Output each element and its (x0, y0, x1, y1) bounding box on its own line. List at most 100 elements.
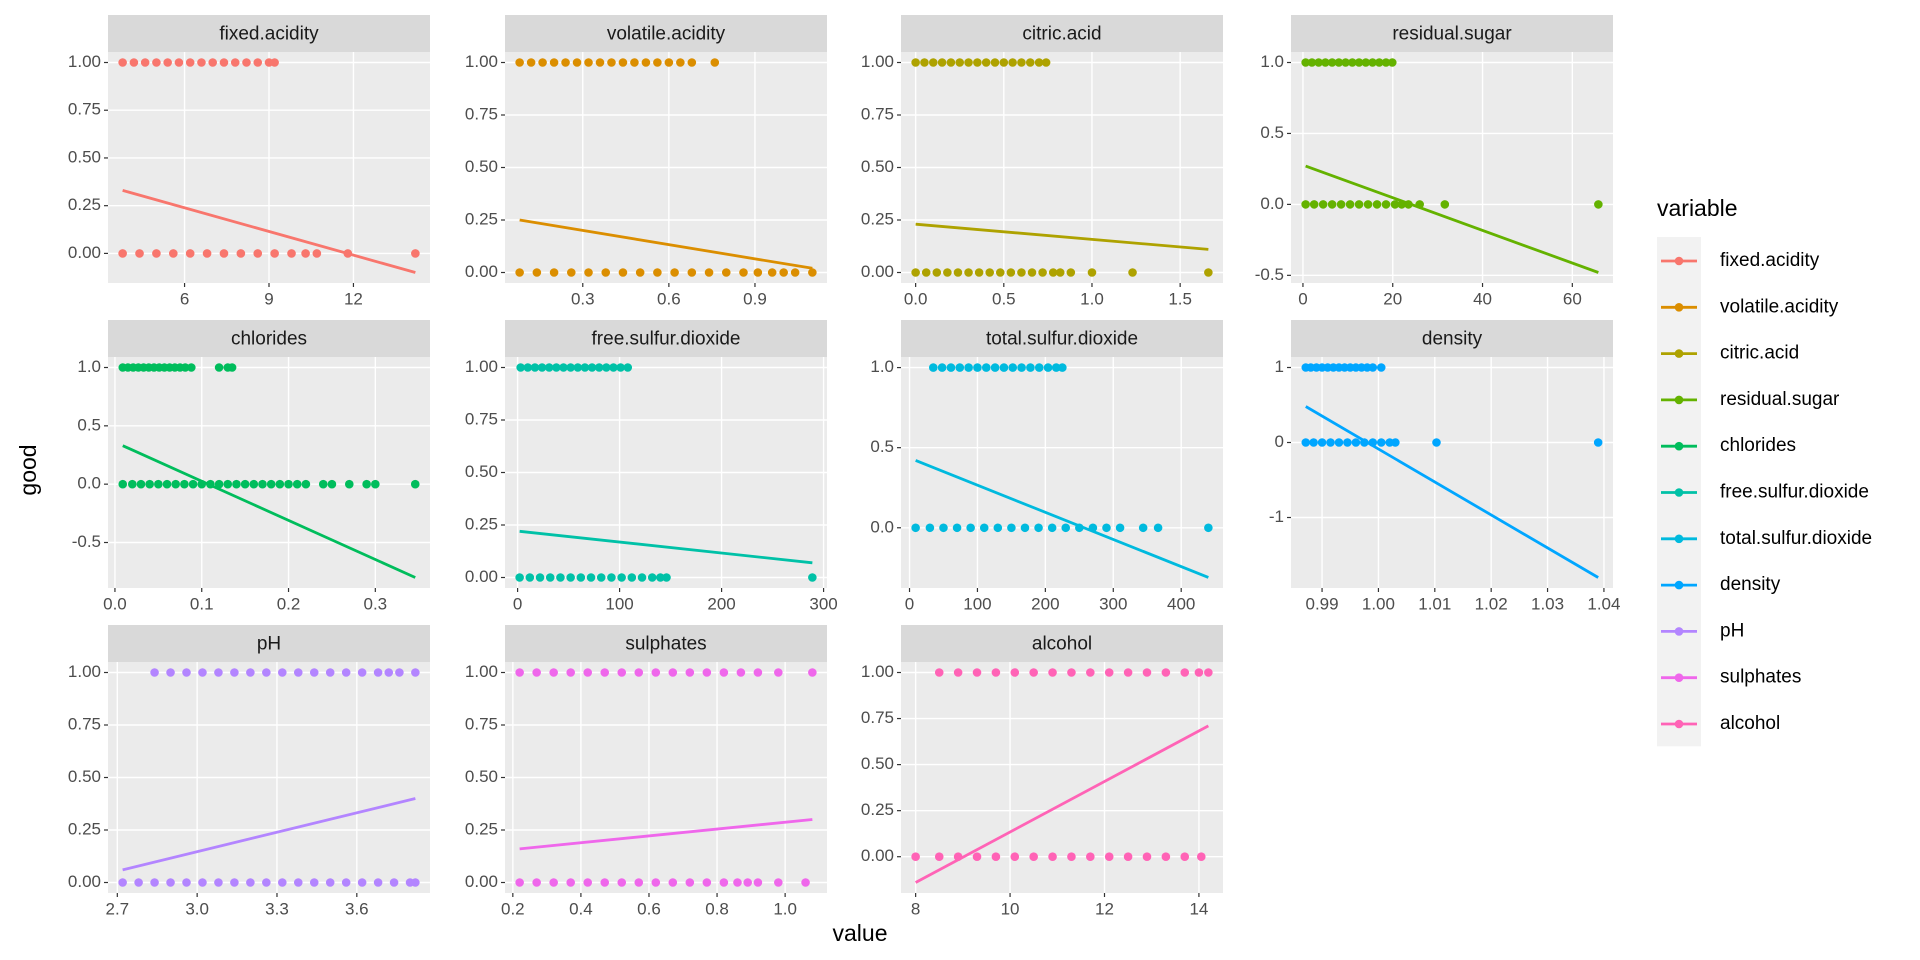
point (227, 363, 237, 372)
point (135, 249, 144, 258)
point (327, 479, 337, 489)
x-tick-label: 0.1 (190, 594, 214, 613)
point (411, 249, 420, 258)
point (118, 479, 128, 489)
point (275, 479, 285, 489)
point (1123, 668, 1133, 677)
point (1204, 523, 1213, 533)
point (753, 668, 763, 677)
point (266, 479, 276, 489)
point (341, 878, 351, 887)
y-tick-label: 0.75 (465, 714, 498, 733)
x-tick-label: 0.9 (743, 289, 767, 308)
y-tick-label: 1.00 (68, 52, 101, 71)
point (1020, 523, 1030, 533)
point (325, 668, 335, 677)
point (262, 878, 271, 887)
point (1017, 58, 1026, 67)
point (801, 878, 810, 887)
point (1104, 852, 1114, 862)
point (1161, 668, 1171, 677)
point (118, 878, 127, 887)
point (171, 479, 180, 489)
x-tick-label: 2.7 (105, 899, 129, 918)
legend-label: fixed.acidity (1720, 250, 1820, 271)
point (214, 363, 224, 372)
point (928, 58, 938, 67)
y-tick-label: 0.25 (68, 819, 101, 838)
point (198, 878, 207, 887)
point (920, 58, 929, 67)
point (1017, 268, 1026, 277)
point (964, 58, 973, 67)
point (150, 668, 159, 677)
panel-background (108, 357, 430, 588)
x-tick-label: 0.2 (501, 899, 525, 918)
point (219, 58, 229, 67)
point (602, 363, 611, 372)
y-tick-label: 1.0 (77, 357, 101, 376)
point (934, 852, 944, 862)
point (538, 58, 547, 67)
y-tick-label: 1 (1275, 357, 1284, 376)
point (214, 479, 224, 489)
point (180, 363, 190, 372)
point (1309, 438, 1318, 447)
point (1007, 523, 1016, 533)
point (662, 573, 671, 582)
strip-title: density (1422, 329, 1483, 350)
point (617, 668, 627, 677)
point (676, 58, 685, 67)
point (1368, 363, 1378, 372)
point (651, 878, 661, 887)
point (1067, 852, 1076, 862)
point (943, 268, 952, 277)
point (774, 878, 783, 887)
point (287, 249, 296, 258)
point (1086, 852, 1095, 862)
point (685, 878, 695, 887)
point (525, 573, 535, 582)
point (710, 58, 720, 67)
x-tick-label: 0 (513, 594, 522, 613)
point (411, 878, 420, 887)
point (411, 668, 420, 677)
x-tick-label: 0.3 (364, 594, 388, 613)
x-tick-label: 12 (1095, 899, 1114, 918)
point (202, 249, 212, 258)
point (736, 668, 746, 677)
legend-key-point (1674, 488, 1684, 497)
point (1368, 58, 1377, 67)
strip-title: pH (257, 634, 281, 655)
point (1327, 58, 1337, 67)
y-tick-label: 0.00 (465, 262, 498, 281)
point (223, 479, 233, 489)
x-tick-label: 12 (344, 289, 363, 308)
x-tick-label: 1.5 (1168, 289, 1192, 308)
point (1034, 363, 1044, 372)
point (743, 878, 752, 887)
point (1048, 668, 1057, 677)
point (993, 523, 1003, 533)
strip-title: sulphates (625, 634, 706, 655)
point (595, 58, 605, 67)
point (1025, 58, 1035, 67)
y-tick-label: 0.00 (861, 262, 894, 281)
strip-background (108, 625, 430, 662)
point (544, 363, 554, 372)
point (937, 363, 947, 372)
point (955, 58, 965, 67)
point (118, 249, 127, 258)
point (999, 363, 1009, 372)
point (1348, 58, 1357, 67)
point (262, 668, 271, 677)
point (552, 363, 561, 372)
point (129, 58, 139, 67)
y-tick-label: 0.75 (465, 409, 498, 428)
x-tick-label: 40 (1473, 289, 1492, 308)
point (526, 58, 536, 67)
fit-line (122, 797, 416, 872)
point (1017, 363, 1026, 372)
legend-label: free.sulfur.dioxide (1720, 482, 1869, 503)
point (1351, 438, 1361, 447)
